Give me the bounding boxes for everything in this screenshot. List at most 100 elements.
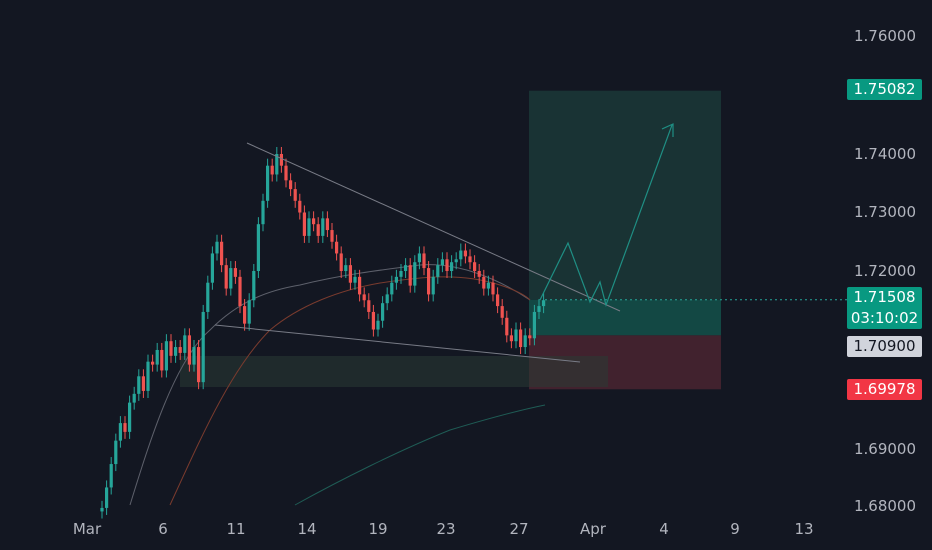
candle-body [496,294,500,307]
current-price-badge: 1.71508 03:10:02 [847,287,922,329]
candle-body [440,259,444,266]
candle-body [417,253,421,263]
candle-body [542,300,546,307]
time-tick: 27 [509,520,529,538]
candle-body [256,224,260,271]
price-tick: 1.76000 [853,27,916,45]
candle-body [109,464,113,488]
candle-body [371,311,375,330]
candle-body [477,271,481,277]
ma-mid-line [169,276,531,506]
candle-body [367,300,371,312]
candle-body [169,341,173,356]
current-price-label: 1.71508 [853,288,916,306]
candle-body [289,180,293,190]
candle-body [463,250,467,257]
candle-body [413,262,417,286]
time-tick: 4 [659,520,669,538]
candle-body [399,271,403,277]
candle-body [459,250,463,260]
time-tick: 13 [794,520,814,538]
candle-body [229,268,233,289]
candle-body [201,311,205,383]
time-tick: 23 [436,520,456,538]
ma-slow-line [294,404,546,506]
candle-body [160,349,164,371]
time-tick: Mar [72,520,102,538]
candle-body [321,218,325,236]
price-tick: 1.69000 [853,440,916,458]
price-tick: 1.72000 [853,262,916,280]
candle-body [381,303,385,321]
candle-body [325,218,329,231]
candle-body [224,265,228,289]
candle-body [123,423,127,432]
candle-body [220,241,224,266]
price-tick: 1.73000 [853,203,916,221]
candle-body [100,507,104,512]
candle-body [316,224,320,236]
price-tick: 1.68000 [853,497,916,515]
candle-body [275,154,279,175]
candle-body [105,487,109,508]
candle-body [174,347,178,356]
candle-body [344,265,348,271]
candle-body [307,218,311,236]
candle-body [279,154,283,166]
candle-body [422,253,426,269]
demand-zone [180,356,608,387]
candle-body [132,393,136,403]
candle-body [298,200,302,213]
time-tick: 14 [297,520,317,538]
candle-body [247,300,251,324]
candle-body [427,268,431,295]
candle-body [206,282,210,312]
candle-body [164,341,168,371]
candle-body [468,256,472,263]
candle-body [509,335,513,342]
entry-price-badge: 1.70900 [847,336,922,357]
candle-body [128,402,132,432]
candle-body [376,320,380,330]
candle-body [330,230,334,242]
candle-body [528,335,532,339]
candle-body [519,329,523,348]
candle-body [284,165,288,181]
candle-body [450,262,454,271]
candle-body [500,306,504,318]
candle-body [473,262,477,271]
countdown-label: 03:10:02 [850,309,919,327]
candle-body [408,265,412,286]
candle-body [514,329,518,342]
candle-body [358,276,362,295]
candle-body [146,361,150,391]
price-tick: 1.74000 [853,145,916,163]
candle-body [385,294,389,304]
candle-body [348,265,352,283]
candle-body [335,241,339,254]
candle-body [523,335,527,348]
candle-body [266,165,270,201]
lower-trendline [214,324,581,363]
candle-body [192,347,196,365]
candle-body [404,265,408,271]
candle-body [187,335,191,365]
candle-body [537,306,541,312]
time-tick: 19 [368,520,388,538]
candle-body [141,376,145,391]
candle-body [482,276,486,289]
time-tick: Apr [580,520,606,538]
candle-body [339,253,343,271]
candle-body [394,276,398,283]
candle-body [183,335,187,353]
target-price-badge: 1.75082 [847,79,922,100]
target-zone [529,90,721,300]
candle-body [210,253,214,283]
candle-body [151,361,155,365]
candle-body [454,259,458,263]
upper-trendline [246,142,621,312]
candle-body [238,276,242,307]
time-tick: 9 [730,520,740,538]
